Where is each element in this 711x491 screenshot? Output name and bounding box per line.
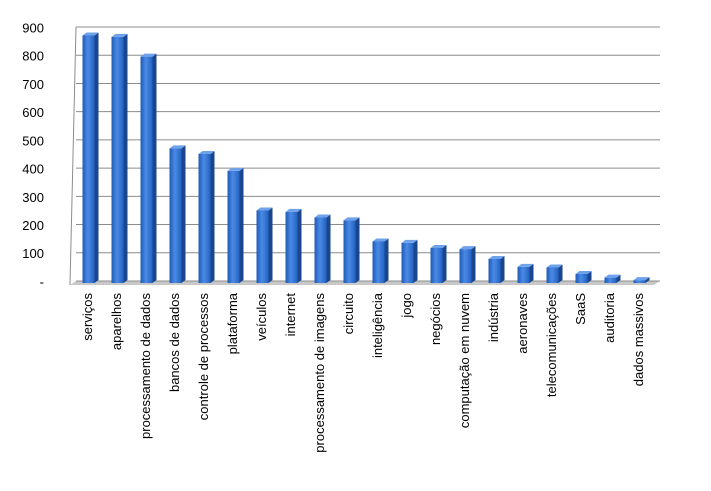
bar: [488, 258, 501, 283]
y-tick-label: 300: [22, 190, 44, 205]
bar: [575, 273, 588, 283]
x-tick-label: bancos de dados: [167, 293, 182, 393]
y-tick-label: 600: [22, 105, 44, 120]
bar-side: [616, 274, 621, 283]
bar-side: [326, 214, 331, 283]
x-tick-label: SaaS: [573, 293, 588, 325]
bar: [140, 56, 153, 284]
bar-top: [285, 208, 302, 212]
bar-top: [111, 33, 128, 37]
bar-side: [94, 32, 99, 283]
x-tick-label: aparelhos: [109, 293, 124, 351]
bar-top: [604, 274, 621, 278]
floor: [70, 281, 660, 285]
bar-top: [401, 239, 418, 243]
bar-top: [517, 263, 534, 267]
bar-side: [210, 151, 215, 283]
x-tick-label: processamento de dados: [138, 293, 153, 439]
bar-top: [633, 277, 650, 281]
bar-side: [558, 264, 563, 283]
x-tick-label: negócios: [428, 293, 443, 346]
bar-top: [430, 244, 447, 248]
bar-top: [488, 255, 505, 259]
bar-top: [198, 151, 215, 154]
bar-top: [227, 167, 244, 171]
bar: [459, 249, 472, 283]
bar: [546, 267, 559, 283]
bar-top: [343, 217, 360, 221]
bar-side: [500, 255, 505, 283]
bar-side: [152, 53, 157, 284]
bar-top: [314, 214, 331, 218]
bar: [343, 220, 356, 283]
bar-side: [355, 217, 360, 283]
x-tick-label: dados massivos: [631, 293, 646, 387]
bar-side: [384, 238, 389, 283]
y-tick-label: 400: [22, 162, 44, 177]
bar: [633, 280, 646, 283]
bar: [372, 241, 385, 283]
y-tick-label: 200: [22, 218, 44, 233]
bar-top: [546, 264, 563, 268]
y-tick-label: -: [40, 274, 44, 289]
bar-top: [256, 207, 273, 211]
bar-side: [123, 33, 128, 283]
x-tick-label: jogo: [399, 293, 414, 319]
x-tick-label: telecomunicações: [544, 293, 559, 398]
bar-top: [140, 53, 157, 57]
bar: [604, 277, 617, 283]
bar-top: [82, 32, 99, 36]
x-tick-label: internet: [283, 293, 298, 337]
x-tick-label: inteligência: [370, 292, 385, 358]
bar-side: [529, 263, 534, 283]
bar-side: [645, 277, 650, 283]
bar-side: [471, 246, 476, 283]
y-tick-label: 700: [22, 77, 44, 92]
x-tick-label: computação em nuvem: [457, 293, 472, 428]
bar: [82, 35, 95, 283]
bar: [314, 217, 327, 283]
bar: [285, 211, 298, 283]
bar: [111, 36, 124, 283]
bar: [430, 247, 443, 283]
bar: [401, 242, 414, 283]
bar-side: [181, 145, 186, 283]
bar-top: [459, 246, 476, 250]
back-wall-edge: [69, 26, 77, 286]
bar: [169, 148, 182, 283]
bar: [517, 266, 530, 283]
x-tick-label: processamento de imagens: [312, 293, 327, 453]
bar-side: [413, 239, 418, 283]
x-tick-label: auditoria: [602, 292, 617, 343]
bar-side: [239, 167, 244, 283]
y-tick-label: 900: [22, 20, 44, 35]
bar-side: [587, 270, 592, 283]
bar: [227, 170, 240, 283]
x-tick-label: plataforma: [225, 292, 240, 354]
x-tick-label: controle de processos: [196, 293, 211, 421]
bar-side: [297, 208, 302, 283]
x-tick-label: circuito: [341, 293, 356, 334]
bar-top: [169, 145, 186, 149]
bar-side: [442, 244, 447, 283]
bar-top: [575, 270, 592, 274]
bar: [256, 210, 269, 283]
y-tick-label: 100: [22, 246, 44, 261]
y-tick-label: 800: [22, 49, 44, 64]
bar: [198, 154, 211, 283]
x-tick-label: veículos: [254, 293, 269, 341]
bar-top: [372, 238, 389, 242]
x-tick-label: serviços: [80, 293, 95, 341]
bar-side: [268, 207, 273, 283]
x-tick-label: aeronaves: [515, 293, 530, 354]
x-tick-label: indústria: [486, 292, 501, 342]
y-tick-label: 500: [22, 133, 44, 148]
